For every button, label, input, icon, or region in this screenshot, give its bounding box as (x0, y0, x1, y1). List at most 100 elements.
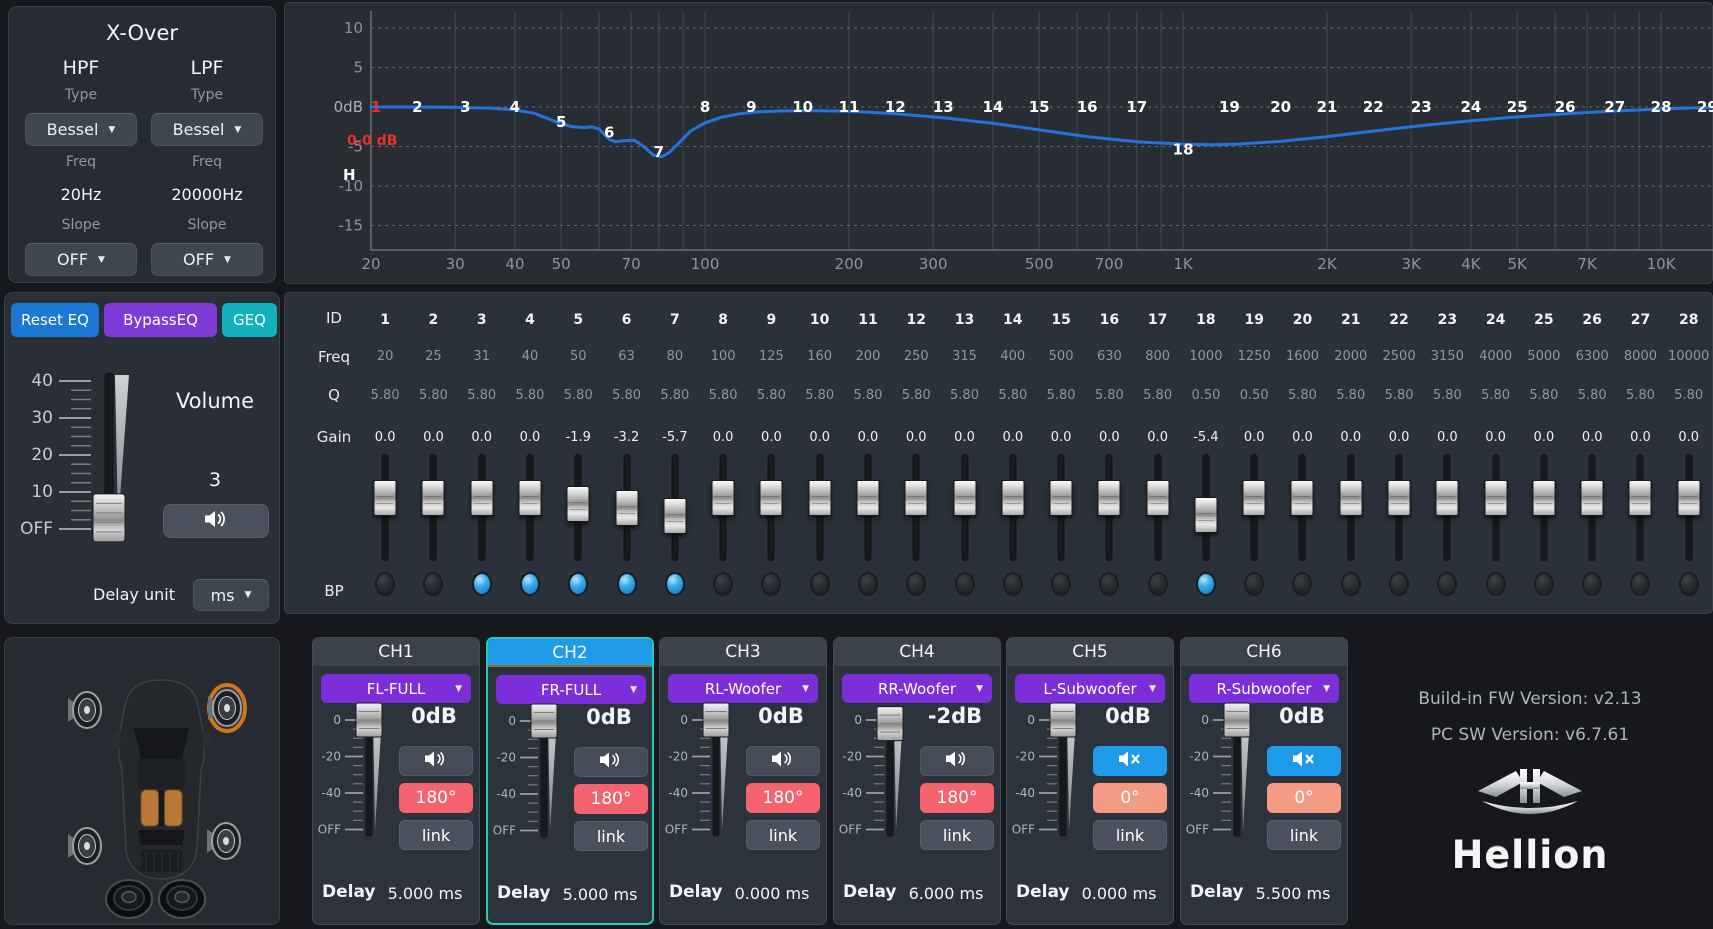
eq-band-slider-9[interactable] (756, 455, 786, 560)
eq-point-label-4[interactable]: 4 (510, 98, 520, 116)
lpf-freq-value[interactable]: 20000Hz (171, 185, 243, 204)
eq-band-slider-16[interactable] (1094, 455, 1124, 560)
slider-handle[interactable] (808, 480, 832, 516)
channel-header-ch4[interactable]: CH4 (834, 638, 1000, 666)
slider-handle[interactable] (1580, 480, 1604, 516)
bp-toggle-21[interactable] (1340, 572, 1361, 596)
channel-name-select[interactable]: R-Subwoofer ▼ (1189, 674, 1339, 703)
bp-toggle-27[interactable] (1630, 572, 1651, 596)
slider-handle[interactable] (1677, 480, 1701, 516)
bp-toggle-2[interactable] (423, 572, 444, 596)
eq-band-slider-24[interactable] (1481, 455, 1511, 560)
slider-handle[interactable] (1532, 480, 1556, 516)
bp-toggle-24[interactable] (1485, 572, 1506, 596)
eq-point-label-29[interactable]: 29 (1697, 98, 1713, 116)
slider-handle[interactable] (1435, 480, 1459, 516)
eq-band-slider-20[interactable] (1287, 455, 1317, 560)
eq-band-slider-12[interactable] (901, 455, 931, 560)
channel-mute-button[interactable] (1093, 746, 1167, 776)
bp-toggle-11[interactable] (857, 572, 878, 596)
channel-delay-value[interactable]: 5.000 ms (387, 884, 463, 903)
slider-handle[interactable] (1387, 480, 1411, 516)
reset-eq-button[interactable]: Reset EQ (11, 303, 99, 337)
eq-band-slider-8[interactable] (708, 455, 738, 560)
hpf-type-select[interactable]: Bessel ▼ (25, 113, 137, 146)
eq-point-label-5[interactable]: 5 (556, 113, 566, 131)
channel-slider-handle[interactable] (1049, 702, 1077, 738)
volume-handle[interactable] (92, 493, 126, 543)
channel-slider-handle[interactable] (702, 702, 730, 738)
bp-toggle-9[interactable] (761, 572, 782, 596)
bp-toggle-18[interactable] (1195, 572, 1216, 596)
hpf-slope-select[interactable]: OFF ▼ (25, 243, 137, 276)
eq-point-label-22[interactable]: 22 (1363, 98, 1384, 116)
channel-link-button[interactable]: link (746, 820, 820, 850)
eq-point-label-27[interactable]: 27 (1604, 98, 1625, 116)
eq-point-label-19[interactable]: 19 (1219, 98, 1240, 116)
channel-mute-button[interactable] (746, 746, 820, 776)
bp-toggle-15[interactable] (1051, 572, 1072, 596)
eq-response-plot[interactable]: 10 5 0dB -5 -10 -15 20 30 40 50 70 100 200 300 500 700 1… (285, 3, 1713, 285)
channel-header-ch2[interactable]: CH2 (488, 639, 652, 667)
eq-point-label-7[interactable]: 7 (654, 143, 664, 161)
bp-toggle-20[interactable] (1292, 572, 1313, 596)
front-left-speaker-icon[interactable] (68, 691, 102, 729)
slider-handle[interactable] (904, 480, 928, 516)
channel-name-select[interactable]: FL-FULL ▼ (321, 674, 471, 703)
slider-handle[interactable] (759, 480, 783, 516)
channel-delay-value[interactable]: 6.000 ms (908, 884, 984, 903)
eq-band-slider-17[interactable] (1143, 455, 1173, 560)
eq-point-label-20[interactable]: 20 (1270, 98, 1291, 116)
slider-handle[interactable] (518, 480, 542, 516)
bp-toggle-19[interactable] (1244, 572, 1265, 596)
channel-mute-button[interactable] (1267, 746, 1341, 776)
eq-point-label-11[interactable]: 11 (839, 98, 860, 116)
slider-handle[interactable] (1001, 480, 1025, 516)
eq-band-slider-10[interactable] (805, 455, 835, 560)
eq-point-label-18[interactable]: 18 (1173, 141, 1194, 159)
eq-point-label-9[interactable]: 9 (746, 98, 756, 116)
bp-toggle-1[interactable] (375, 572, 396, 596)
channel-phase-button[interactable]: 180° (574, 784, 648, 814)
geq-button[interactable]: GEQ (222, 303, 277, 337)
eq-band-slider-6[interactable] (612, 455, 642, 560)
slider-handle[interactable] (421, 480, 445, 516)
eq-band-slider-25[interactable] (1529, 455, 1559, 560)
channel-mute-button[interactable] (399, 746, 473, 776)
bp-toggle-10[interactable] (809, 572, 830, 596)
channel-slider-handle[interactable] (530, 703, 558, 739)
eq-point-label-26[interactable]: 26 (1555, 98, 1576, 116)
bp-toggle-14[interactable] (1002, 572, 1023, 596)
eq-point-label-13[interactable]: 13 (933, 98, 954, 116)
slider-handle[interactable] (470, 480, 494, 516)
eq-band-slider-21[interactable] (1336, 455, 1366, 560)
eq-band-slider-18[interactable] (1191, 455, 1221, 560)
delay-unit-select[interactable]: ms ▼ (193, 579, 269, 611)
slider-handle[interactable] (663, 498, 687, 535)
channel-mute-button[interactable] (920, 746, 994, 776)
eq-point-label-1[interactable]: 1 (371, 98, 381, 116)
eq-response-graph[interactable]: 10 5 0dB -5 -10 -15 20 30 40 50 70 100 200 300 500 700 1… (284, 2, 1713, 284)
eq-point-label-16[interactable]: 16 (1077, 98, 1098, 116)
channel-name-select[interactable]: FR-FULL ▼ (496, 675, 646, 704)
eq-band-slider-4[interactable] (515, 455, 545, 560)
slider-handle[interactable] (1097, 480, 1121, 516)
slider-handle[interactable] (1484, 480, 1508, 516)
eq-band-slider-2[interactable] (418, 455, 448, 560)
channel-delay-value[interactable]: 5.000 ms (562, 885, 638, 904)
bp-toggle-4[interactable] (519, 572, 540, 596)
channel-link-button[interactable]: link (399, 820, 473, 850)
eq-band-slider-1[interactable] (370, 455, 400, 560)
eq-point-label-14[interactable]: 14 (982, 98, 1003, 116)
slider-handle[interactable] (1242, 480, 1266, 516)
bp-toggle-22[interactable] (1389, 572, 1410, 596)
eq-band-slider-7[interactable] (660, 455, 690, 560)
bp-toggle-6[interactable] (616, 572, 637, 596)
bp-toggle-12[interactable] (906, 572, 927, 596)
channel-gain-slider[interactable]: 0 -20 -40 OFF (315, 700, 393, 864)
bp-toggle-13[interactable] (954, 572, 975, 596)
lpf-type-select[interactable]: Bessel ▼ (151, 113, 263, 146)
bp-toggle-17[interactable] (1147, 572, 1168, 596)
eq-band-slider-14[interactable] (998, 455, 1028, 560)
left-subwoofer-icon[interactable] (105, 879, 153, 919)
